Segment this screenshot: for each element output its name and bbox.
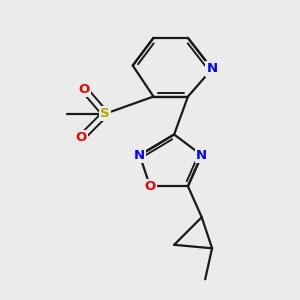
Text: S: S (100, 107, 110, 120)
Text: N: N (196, 149, 207, 162)
Text: O: O (79, 83, 90, 96)
Text: O: O (75, 131, 87, 144)
Text: N: N (206, 62, 218, 76)
Text: N: N (134, 149, 145, 162)
Text: O: O (144, 180, 156, 193)
